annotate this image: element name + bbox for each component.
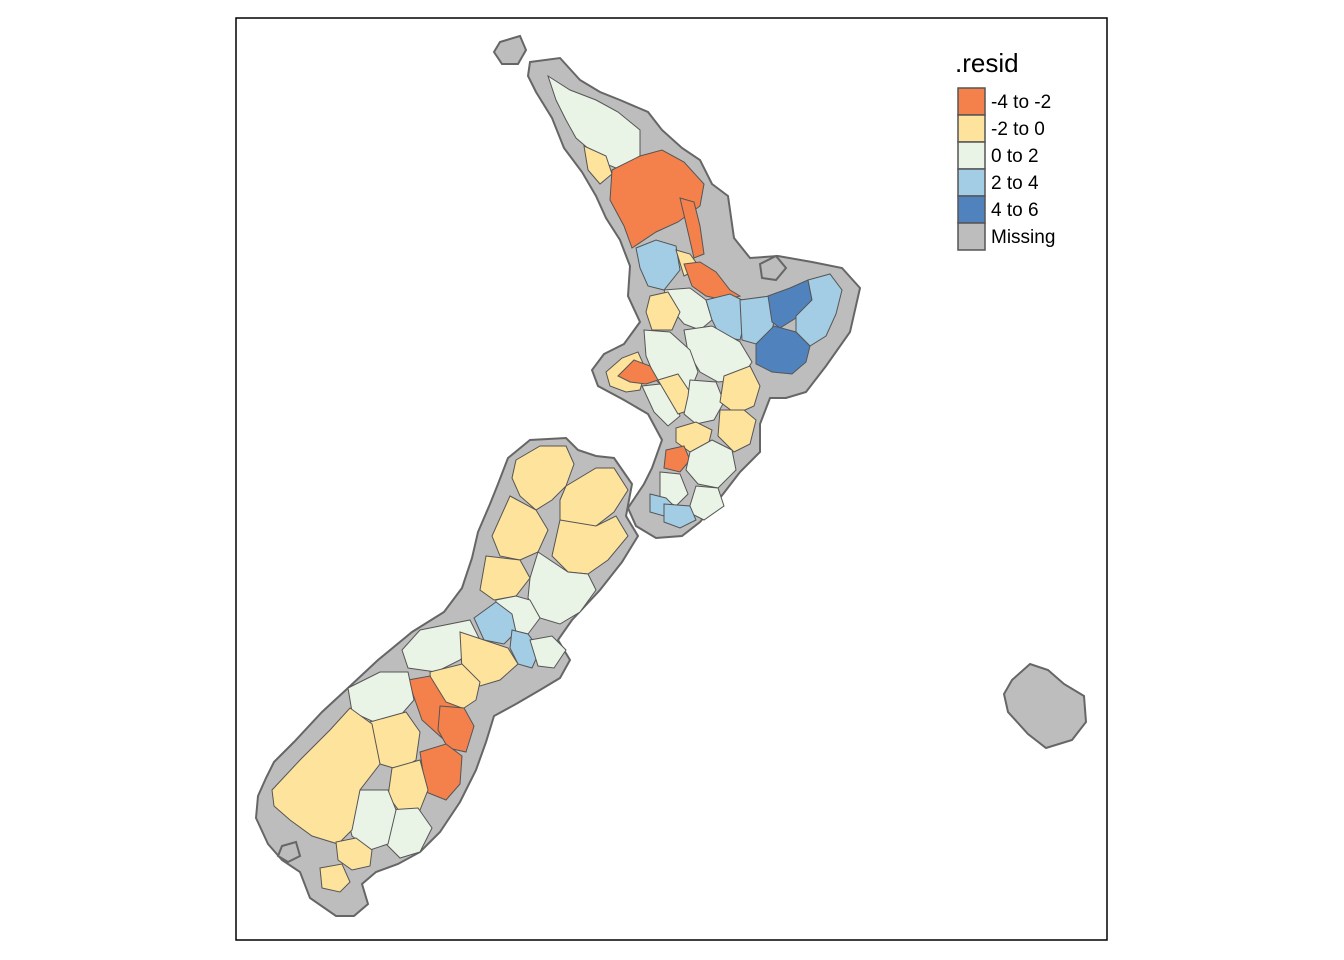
- legend-label: -4 to -2: [991, 92, 1051, 113]
- region-nelson: [559, 467, 629, 529]
- legend-label: 0 to 2: [991, 146, 1039, 167]
- region-east-cape: [795, 273, 843, 347]
- east-island-blob: [758, 254, 788, 282]
- region-wellington: [663, 503, 697, 529]
- region-southland: [271, 707, 381, 845]
- legend-swatch: [957, 222, 986, 251]
- region-hawkes-bay-south: [717, 409, 757, 453]
- region-stewart-island: [319, 863, 351, 893]
- north-tip-island: [492, 34, 528, 65]
- north-island-regions: [547, 74, 843, 529]
- region-hawkes-bay-north: [719, 365, 761, 415]
- region-gore: [335, 837, 373, 871]
- chatham-islands: [1002, 662, 1088, 750]
- south-coast-island: [276, 840, 302, 864]
- region-buller: [491, 495, 549, 561]
- legend-swatch: [957, 168, 986, 197]
- region-christchurch: [509, 629, 541, 669]
- region-kaikoura: [527, 551, 597, 625]
- legend-swatch: [957, 141, 986, 170]
- legend-swatch: [957, 87, 986, 116]
- legend-swatch: [957, 195, 986, 224]
- legend-label: -2 to 0: [991, 119, 1045, 140]
- region-waipa: [645, 291, 681, 331]
- region-kapiti: [659, 471, 689, 507]
- legend-swatch: [957, 114, 986, 143]
- legend-title: .resid: [955, 48, 1019, 78]
- region-tasman: [511, 445, 575, 511]
- region-hauraki: [683, 261, 742, 301]
- region-banks: [529, 635, 567, 669]
- region-coromandel-strip: [679, 197, 705, 259]
- region-horowhenua: [663, 445, 691, 473]
- legend-label: 4 to 6: [991, 200, 1039, 221]
- south-island-regions: [271, 445, 629, 893]
- region-auckland-west: [635, 239, 681, 291]
- region-gisborne: [755, 325, 811, 375]
- region-tararua: [685, 439, 737, 489]
- legend: .resid -4 to -2 -2 to 0 0 to 2 2 to 4 4 to 6…: [955, 48, 1055, 251]
- region-hokianga: [583, 145, 613, 185]
- legend-label: Missing: [991, 227, 1055, 248]
- legend-label: 2 to 4: [991, 173, 1039, 194]
- region-waimate: [437, 705, 475, 753]
- region-marlborough: [551, 515, 629, 575]
- region-rangitikei: [683, 379, 725, 425]
